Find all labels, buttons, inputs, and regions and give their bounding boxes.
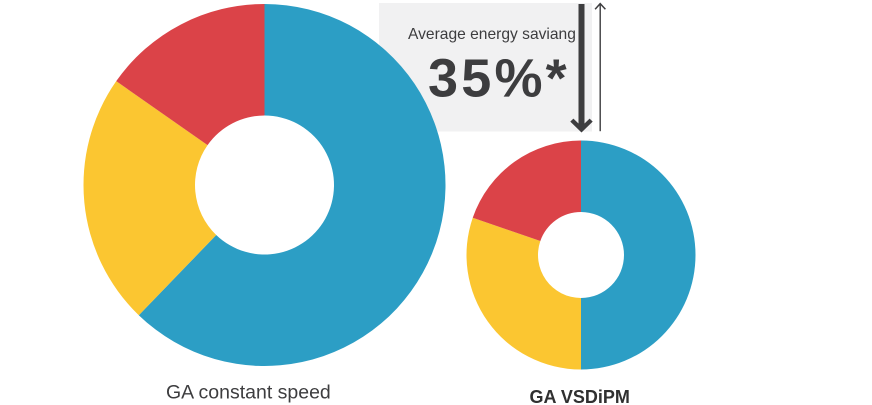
svg-text:GA constant speed: GA constant speed (166, 382, 331, 404)
svg-text:Average energy saviang: Average energy saviang (408, 26, 576, 43)
svg-text:35%*: 35%* (428, 49, 570, 109)
svg-text:GA VSDiPM: GA VSDiPM (530, 387, 630, 405)
